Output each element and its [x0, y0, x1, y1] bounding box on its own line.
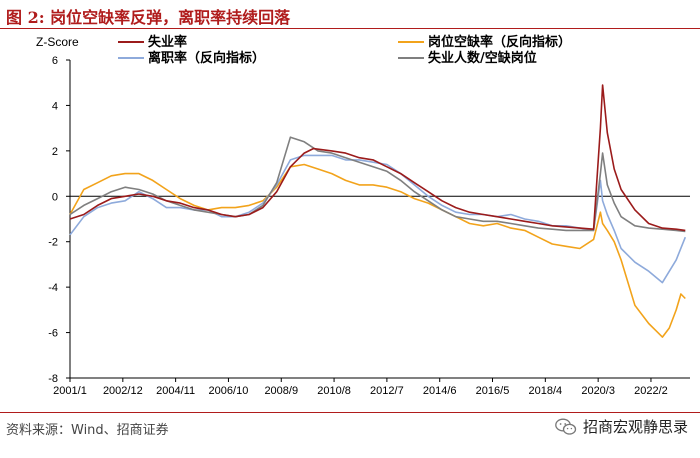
y-tick-label: -6: [48, 328, 58, 340]
legend-label: 岗位空缺率（反向指标）: [428, 34, 571, 50]
legend-label: 失业人数/空缺岗位: [428, 50, 537, 66]
x-tick-label: 2008/9: [264, 385, 298, 397]
x-tick-label: 2018/4: [529, 385, 563, 397]
x-tick-label: 2016/5: [476, 385, 510, 397]
y-axis-label: Z-Score: [36, 35, 79, 49]
series-line-4: [69, 136, 686, 233]
source-note: 资料来源：Wind、招商证券: [6, 423, 169, 438]
brand-badge: 招商宏观静思录: [555, 416, 688, 437]
brand-name: 招商宏观静思录: [582, 418, 688, 436]
y-tick-label: -2: [48, 237, 58, 249]
y-tick-label: -8: [48, 373, 58, 385]
title-divider: [0, 28, 700, 29]
y-tick-label: 6: [52, 55, 58, 67]
series-line-3: [69, 154, 687, 284]
legend-label: 失业率: [148, 34, 187, 50]
x-tick-label: 2022/2: [634, 385, 668, 397]
footer-divider: [0, 412, 700, 413]
x-tick-label: 2004/11: [156, 385, 195, 397]
series-line-1: [69, 84, 686, 232]
series-line-2: [69, 163, 686, 338]
x-tick-label: 2002/12: [103, 385, 143, 397]
x-tick-label: 2014/6: [423, 385, 457, 397]
figure-title: 图 2: 岗位空缺率反弹，离职率持续回落: [6, 8, 291, 27]
y-tick-label: 2: [52, 146, 58, 158]
chart-legend: 失业率 岗位空缺率（反向指标） 离职率（反向指标） 失业人数/空缺岗位: [118, 34, 571, 66]
x-tick-label: 2001/1: [53, 385, 87, 397]
legend-label: 离职率（反向指标）: [148, 50, 265, 66]
y-tick-label: 4: [52, 100, 58, 112]
x-tick-label: 2020/3: [581, 385, 615, 397]
x-tick-label: 2012/7: [370, 385, 404, 397]
chart-series-layer: [69, 84, 687, 338]
x-tick-label: 2010/8: [317, 385, 351, 397]
wechat-icon: [555, 418, 577, 435]
x-tick-label: 2006/10: [209, 385, 249, 397]
y-tick-label: 0: [52, 191, 58, 203]
chart-axes: -8 -6 -4 -2 0 2 4 6 Z-Score 2001/1 2002/12 2004/11 2…: [36, 35, 690, 397]
chart-canvas: -8 -6 -4 -2 0 2 4 6 Z-Score 2001/1 2002/12 2004/11 2…: [36, 34, 690, 397]
y-tick-label: -4: [48, 282, 58, 294]
